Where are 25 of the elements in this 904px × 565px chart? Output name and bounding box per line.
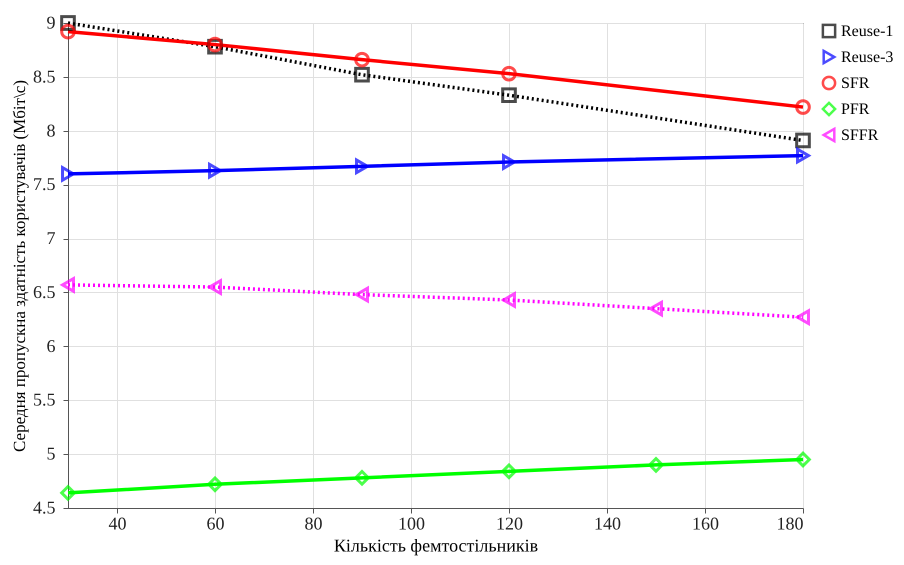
y-tick-label: 8 bbox=[46, 120, 56, 140]
legend-label: Reuse-3 bbox=[841, 49, 894, 66]
y-tick-label: 5.5 bbox=[33, 390, 56, 410]
legend-label: SFR bbox=[841, 75, 870, 92]
legend-label: SFFR bbox=[841, 127, 879, 144]
x-axis-title: Кількість фемтостільників bbox=[334, 536, 538, 556]
x-tick-label: 80 bbox=[304, 514, 322, 534]
y-tick-label: 5 bbox=[46, 444, 56, 464]
x-tick-label: 160 bbox=[692, 514, 719, 534]
y-tick-label: 4.5 bbox=[33, 498, 56, 518]
x-tick-label: 120 bbox=[496, 514, 523, 534]
y-tick-label: 6 bbox=[46, 336, 56, 356]
legend-label: Reuse-1 bbox=[841, 23, 894, 40]
y-tick-label: 9 bbox=[46, 12, 56, 32]
y-tick-label: 7 bbox=[46, 228, 56, 248]
x-tick-label: 100 bbox=[398, 514, 425, 534]
legend-label: PFR bbox=[841, 101, 870, 118]
y-tick-label: 8.5 bbox=[33, 66, 56, 86]
y-axis-title: Середня пропускна здатність користувачів (Мбіт\c) bbox=[10, 80, 29, 452]
y-tick-label: 7.5 bbox=[33, 174, 56, 194]
x-tick-label: 140 bbox=[594, 514, 621, 534]
x-tick-label: 60 bbox=[206, 514, 224, 534]
x-tick-label: 40 bbox=[108, 514, 126, 534]
y-tick-label: 6.5 bbox=[33, 282, 56, 302]
x-tick-label: 180 bbox=[776, 514, 804, 534]
